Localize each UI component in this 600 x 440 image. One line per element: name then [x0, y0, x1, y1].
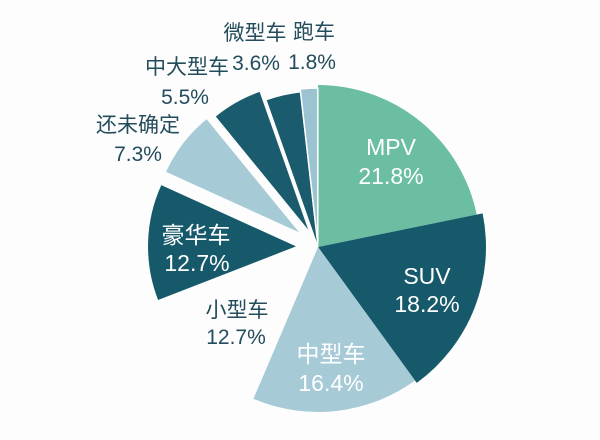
slice-label-还未确定-name: 还未确定 — [96, 114, 180, 137]
slice-label-还未确定-pct: 7.3% — [114, 143, 162, 166]
slice-label-SUV-pct: 18.2% — [394, 291, 459, 317]
slice-label-MPV-pct: 21.8% — [358, 163, 423, 189]
slice-label-豪华车-pct: 12.7% — [164, 250, 229, 276]
slice-label-SUV-name: SUV — [403, 263, 451, 289]
pie-slice-SUV — [318, 213, 486, 383]
slice-label-跑车-pct: 1.8% — [288, 51, 336, 74]
slice-label-中型车-name: 中型车 — [297, 341, 366, 367]
pie-slice-中型车 — [253, 247, 415, 412]
slice-label-微型车-pct: 3.6% — [232, 52, 280, 75]
slice-label-豪华车-name: 豪华车 — [162, 222, 231, 248]
slice-label-中型车-pct: 16.4% — [298, 370, 363, 396]
slice-label-MPV-name: MPV — [366, 134, 417, 160]
slice-label-中大型车-name: 中大型车 — [145, 56, 229, 79]
pie-slice-跑车 — [299, 87, 319, 245]
slice-label-中大型车-pct: 5.5% — [161, 86, 209, 109]
pie-slice-中大型车 — [215, 91, 309, 230]
slice-label-跑车-name: 跑车 — [293, 21, 335, 44]
pie-slice-豪华车 — [148, 185, 296, 300]
pie-slice-还未确定 — [166, 119, 299, 233]
slice-label-微型车-name: 微型车 — [224, 22, 287, 45]
pie-slice-小型车 — [178, 247, 318, 385]
slice-label-小型车-pct: 12.7% — [206, 326, 266, 349]
slice-label-小型车-name: 小型车 — [206, 299, 269, 322]
pie-slice-MPV — [318, 85, 477, 247]
